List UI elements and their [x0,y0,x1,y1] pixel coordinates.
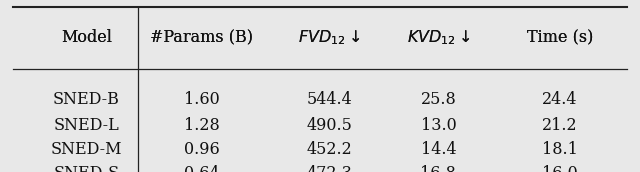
Text: 1.28: 1.28 [184,117,220,134]
Text: $KVD_{12}\downarrow$: $KVD_{12}\downarrow$ [406,29,470,47]
Text: 490.5: 490.5 [307,117,353,134]
Text: Model: Model [61,29,112,46]
Text: 13.0: 13.0 [420,117,456,134]
Text: #Params (B): #Params (B) [150,29,253,46]
Text: 452.2: 452.2 [307,141,353,158]
Text: $FVD_{12}\downarrow$: $FVD_{12}\downarrow$ [298,29,361,47]
Text: 16.0: 16.0 [542,165,578,172]
Text: SNED-S: SNED-S [53,165,120,172]
Text: SNED-L: SNED-L [54,117,119,134]
Text: SNED-M: SNED-M [51,141,122,158]
Text: $KVD_{12}\downarrow$: $KVD_{12}\downarrow$ [406,29,470,47]
Text: 14.4: 14.4 [420,141,456,158]
Text: 16.8: 16.8 [420,165,456,172]
Text: 544.4: 544.4 [307,91,353,108]
Text: $FVD_{12}\downarrow$: $FVD_{12}\downarrow$ [298,29,361,47]
Text: 25.8: 25.8 [420,91,456,108]
Text: Model: Model [61,29,112,46]
Text: 18.1: 18.1 [542,141,578,158]
Text: SNED-B: SNED-B [53,91,120,108]
Text: 0.64: 0.64 [184,165,220,172]
Text: Time (s): Time (s) [527,29,593,46]
Text: 0.96: 0.96 [184,141,220,158]
Text: 24.4: 24.4 [542,91,578,108]
Text: 21.2: 21.2 [542,117,578,134]
Text: 1.60: 1.60 [184,91,220,108]
Text: Time (s): Time (s) [527,29,593,46]
Text: #Params (B): #Params (B) [150,29,253,46]
Text: 472.3: 472.3 [307,165,353,172]
